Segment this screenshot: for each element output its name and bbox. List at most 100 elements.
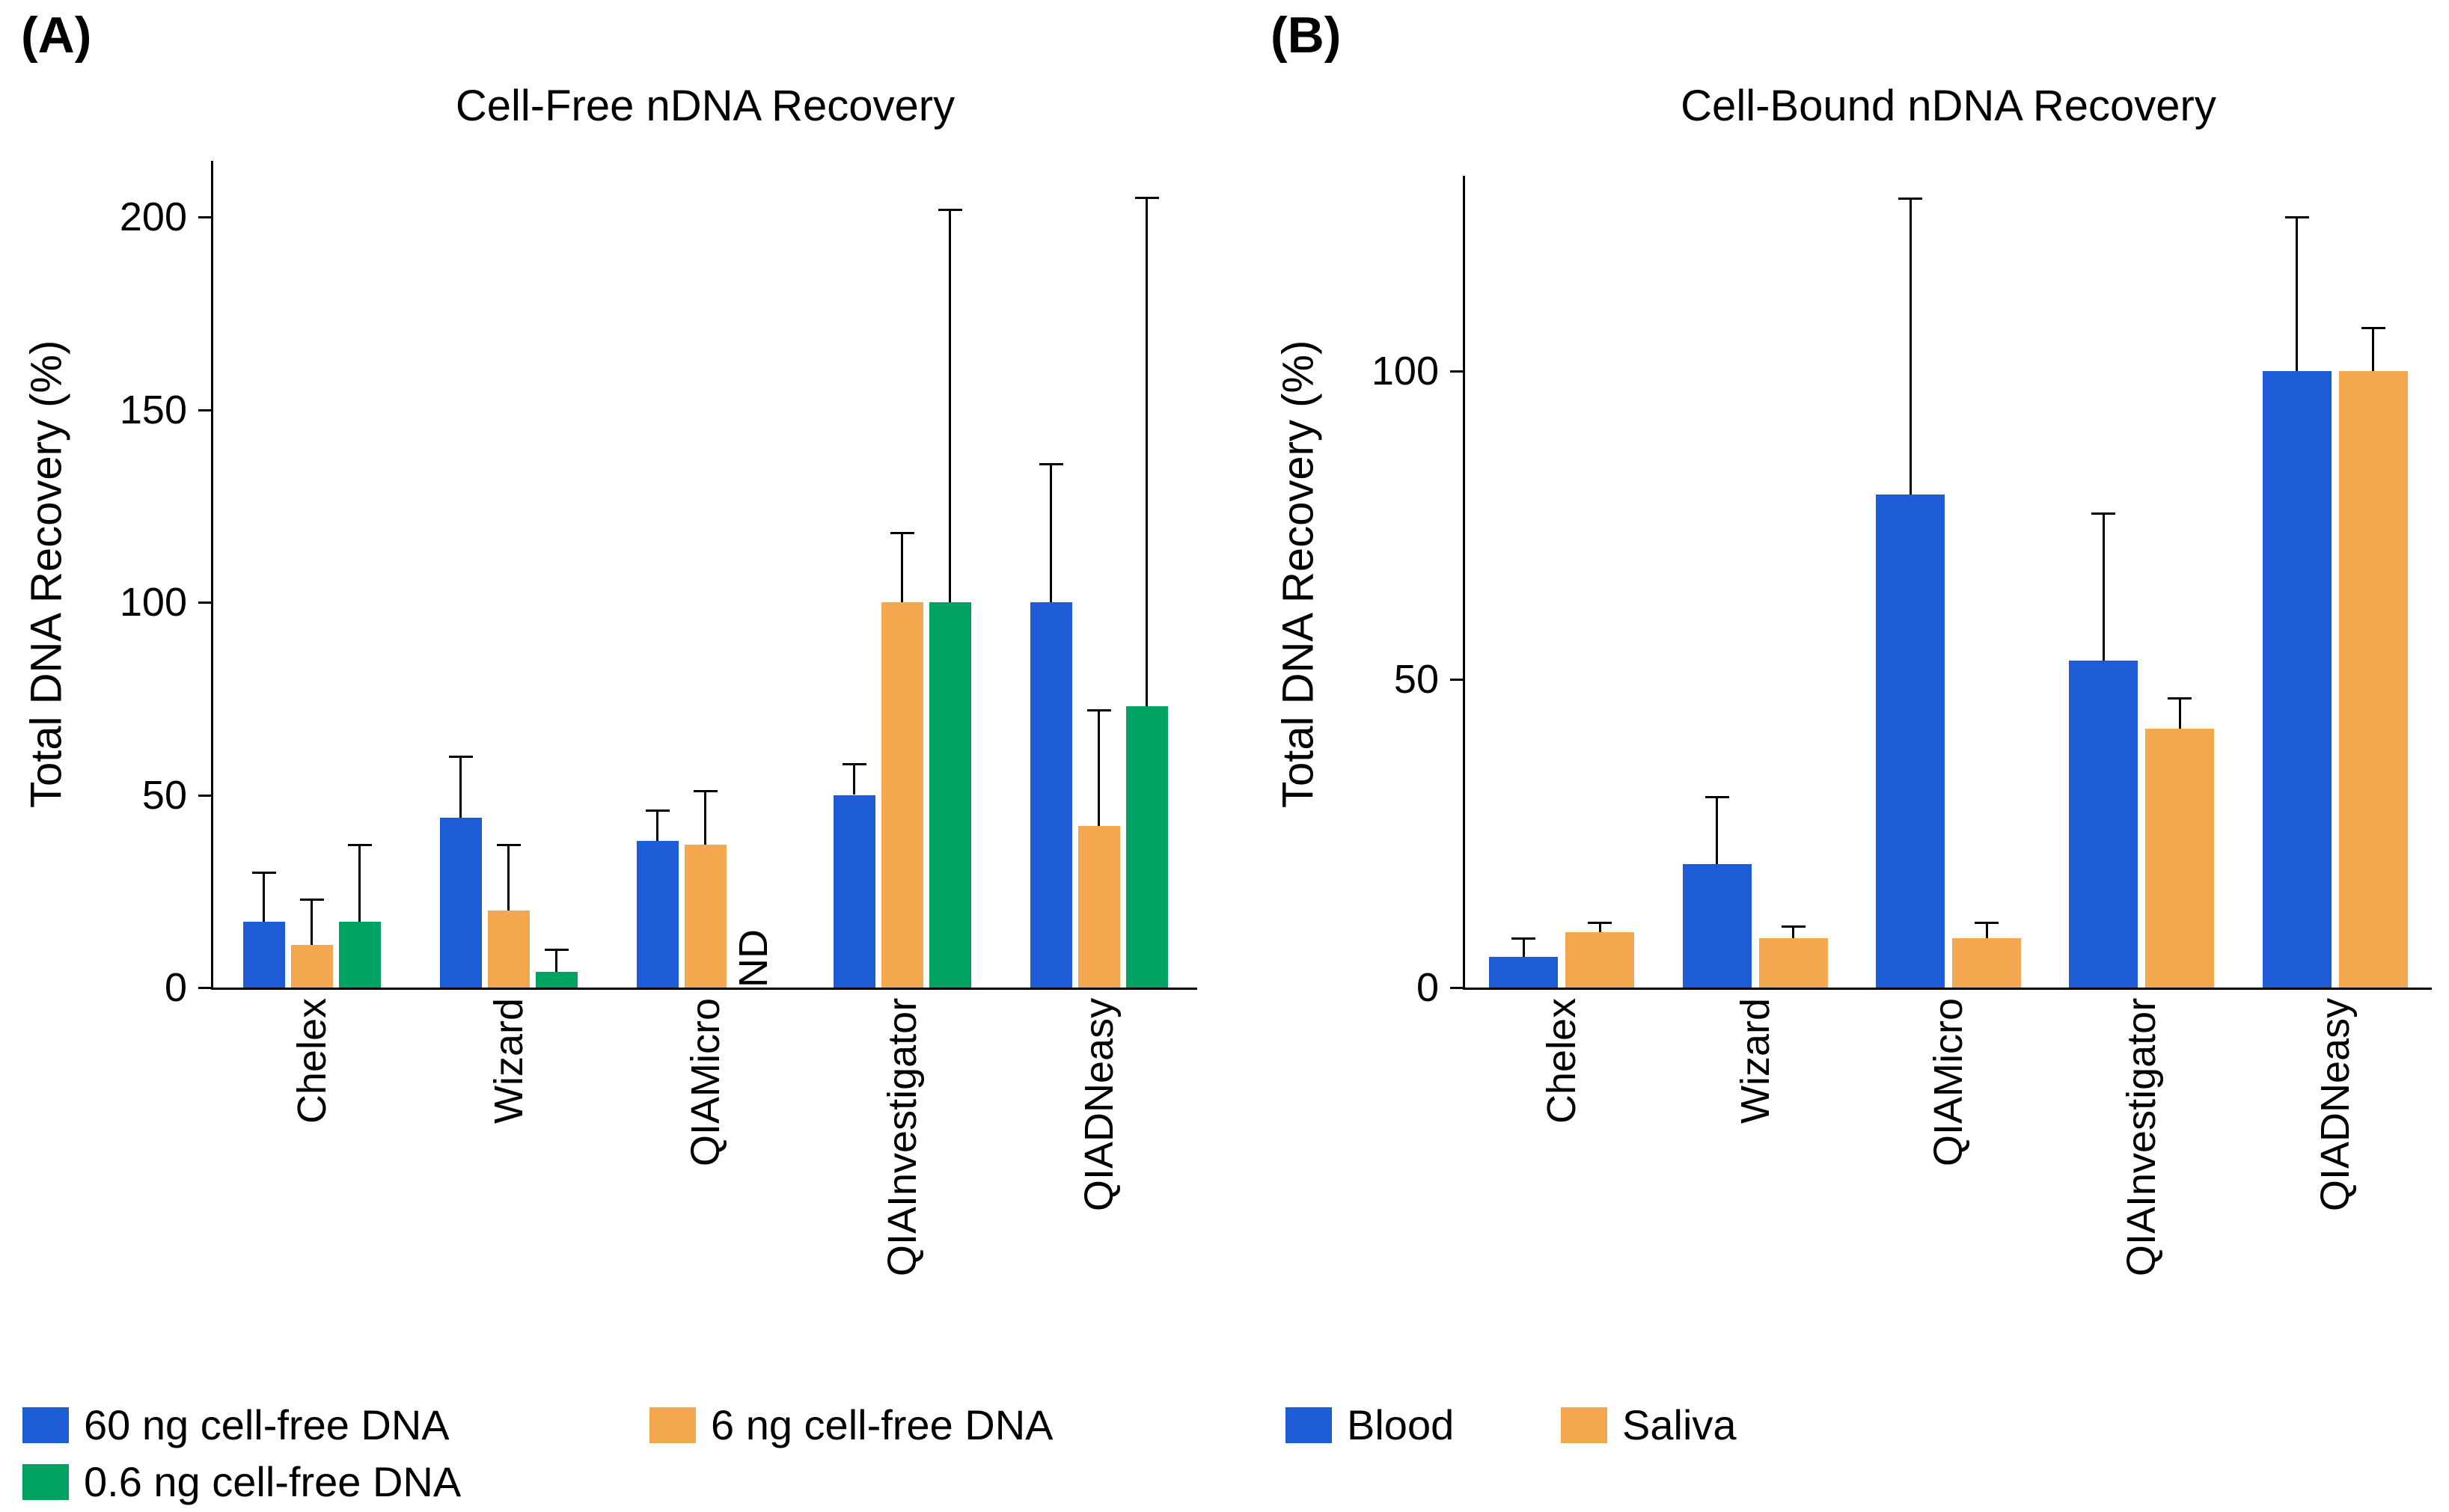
error-bar-line bbox=[555, 949, 557, 973]
bar bbox=[1952, 938, 2021, 988]
chart-title-a: Cell-Free nDNA Recovery bbox=[455, 82, 956, 130]
error-bar-cap bbox=[1086, 709, 1111, 712]
y-tick-label: 100 bbox=[1371, 349, 1439, 394]
y-tick bbox=[1450, 679, 1463, 681]
y-axis-line bbox=[1463, 176, 1465, 990]
legend-swatch-06ng bbox=[22, 1463, 69, 1500]
chart-title-b: Cell-Bound nDNA Recovery bbox=[1681, 82, 2216, 130]
error-bar-cap bbox=[544, 948, 569, 951]
y-tick-label: 150 bbox=[119, 387, 187, 432]
error-bar-line bbox=[1716, 796, 1719, 865]
legend-label-blood: Blood bbox=[1347, 1401, 1455, 1448]
panel-label-a: (A) bbox=[21, 7, 92, 64]
error-bar-line bbox=[1098, 710, 1100, 826]
legend-item-6ng: 6 ng cell-free DNA bbox=[649, 1401, 1054, 1449]
legend-item-saliva: Saliva bbox=[1561, 1401, 1737, 1449]
error-bar-line bbox=[704, 791, 706, 845]
error-bar-cap bbox=[938, 208, 962, 211]
error-bar-cap bbox=[347, 844, 372, 847]
legend-swatch-saliva bbox=[1561, 1407, 1607, 1443]
y-tick-label: 0 bbox=[164, 965, 187, 1010]
bar bbox=[2262, 371, 2332, 988]
error-bar-cap bbox=[645, 809, 670, 812]
y-tick bbox=[198, 408, 211, 411]
error-bar-cap bbox=[448, 756, 473, 758]
legend-item-blood: Blood bbox=[1285, 1401, 1454, 1449]
error-bar-line bbox=[656, 810, 658, 842]
error-bar-line bbox=[1985, 922, 1988, 939]
bar bbox=[242, 922, 285, 988]
error-bar-cap bbox=[890, 532, 914, 535]
x-axis-line bbox=[211, 988, 1197, 990]
x-category-label: QIAMicro bbox=[682, 998, 728, 1167]
error-bar-line bbox=[507, 845, 510, 910]
panel-label-b: (B) bbox=[1271, 7, 1342, 64]
bar bbox=[684, 845, 727, 988]
error-bar-line bbox=[853, 764, 855, 795]
error-bar-cap bbox=[1039, 462, 1063, 465]
y-tick-label: 100 bbox=[119, 580, 187, 625]
error-bar-line bbox=[263, 872, 265, 922]
x-category-label: QIADNeasy bbox=[2312, 998, 2358, 1212]
error-bar-line bbox=[1598, 922, 1601, 932]
bar bbox=[1565, 931, 1635, 988]
bar bbox=[929, 602, 971, 988]
bar bbox=[833, 795, 875, 988]
x-category-label: QIAInvestigator bbox=[879, 998, 925, 1277]
error-bar-line bbox=[311, 899, 313, 946]
error-bar-cap bbox=[1898, 198, 1922, 201]
error-bar-line bbox=[901, 533, 903, 602]
legend-item-60ng: 60 ng cell-free DNA bbox=[22, 1401, 450, 1449]
nd-label: ND bbox=[730, 929, 776, 988]
bar bbox=[1682, 864, 1752, 988]
x-category-label: QIAInvestigator bbox=[2119, 998, 2165, 1277]
bar bbox=[1876, 494, 1945, 988]
error-bar-cap bbox=[1511, 937, 1536, 940]
y-tick-label: 50 bbox=[1393, 657, 1439, 702]
y-tick bbox=[198, 794, 211, 797]
error-bar-line bbox=[2178, 697, 2181, 729]
y-tick-label: 200 bbox=[119, 195, 187, 239]
error-bar-cap bbox=[2361, 327, 2385, 330]
error-bar-cap bbox=[693, 790, 718, 793]
bar bbox=[1030, 602, 1072, 988]
error-bar-cap bbox=[1704, 795, 1729, 798]
x-axis-line bbox=[1463, 988, 2432, 990]
x-category-label: QIADNeasy bbox=[1076, 998, 1122, 1212]
legend-swatch-6ng bbox=[649, 1407, 696, 1443]
bar bbox=[1125, 706, 1168, 988]
bar bbox=[338, 922, 381, 988]
bar bbox=[2338, 371, 2408, 988]
error-bar-cap bbox=[496, 844, 521, 847]
legend-label-06ng: 0.6 ng cell-free DNA bbox=[84, 1458, 462, 1505]
legend-label-6ng: 6 ng cell-free DNA bbox=[711, 1401, 1054, 1448]
y-axis-label-a: Total DNA Recovery (%) bbox=[22, 340, 71, 809]
error-bar-cap bbox=[299, 898, 324, 901]
bar bbox=[2145, 728, 2215, 988]
error-bar-line bbox=[2102, 512, 2105, 661]
legend-swatch-60ng bbox=[22, 1407, 69, 1443]
legend-swatch-blood bbox=[1285, 1407, 1332, 1443]
y-axis-line bbox=[211, 161, 213, 990]
error-bar-line bbox=[2296, 217, 2299, 371]
error-bar-cap bbox=[1134, 197, 1159, 200]
bar bbox=[636, 841, 679, 988]
error-bar-cap bbox=[1588, 922, 1612, 925]
error-bar-line bbox=[1909, 198, 1912, 495]
x-category-label: QIAMicro bbox=[1926, 998, 1971, 1167]
bar bbox=[1758, 938, 1828, 988]
error-bar-line bbox=[358, 845, 361, 922]
error-bar-cap bbox=[251, 871, 276, 874]
bar bbox=[1077, 825, 1120, 988]
error-bar-line bbox=[1050, 463, 1052, 602]
y-tick bbox=[1450, 370, 1463, 373]
bar bbox=[1489, 956, 1559, 988]
legend-item-06ng: 0.6 ng cell-free DNA bbox=[22, 1457, 461, 1506]
error-bar-cap bbox=[2284, 216, 2309, 218]
bar bbox=[881, 602, 923, 988]
y-axis-label-b: Total DNA Recovery (%) bbox=[1274, 340, 1323, 809]
error-bar-line bbox=[2372, 328, 2375, 371]
y-tick bbox=[198, 216, 211, 218]
x-category-label: Chelex bbox=[1539, 998, 1585, 1124]
error-bar-line bbox=[949, 209, 951, 602]
